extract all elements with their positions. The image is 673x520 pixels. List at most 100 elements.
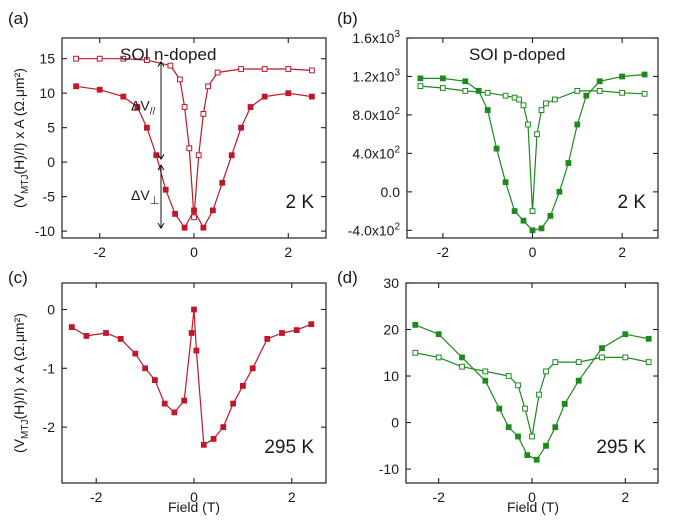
x-tick-label: -2 xyxy=(437,244,450,260)
data-point xyxy=(181,397,188,404)
data-point xyxy=(536,391,542,398)
y-axis-label: (VMTJ(H)/I) x A (Ω.μm²) xyxy=(11,68,31,208)
series-filled xyxy=(412,322,652,463)
data-point xyxy=(435,354,442,361)
data-point xyxy=(641,90,648,97)
data-point xyxy=(583,92,590,99)
panel-label: (b) xyxy=(337,9,358,28)
y-tick-label: 0 xyxy=(391,415,399,431)
delta-v-annotation: ΔV// ΔV⊥ xyxy=(131,60,165,230)
x-tick-label: 0 xyxy=(190,489,198,505)
data-point xyxy=(181,104,188,110)
data-point xyxy=(68,324,75,331)
data-point xyxy=(117,336,124,342)
data-point xyxy=(534,131,540,138)
x-axis-label: Field (T) xyxy=(507,499,559,515)
data-point xyxy=(279,330,285,336)
data-point xyxy=(412,349,419,356)
y-tick-label: -10 xyxy=(35,223,55,239)
data-point xyxy=(162,186,169,193)
x-tick-label: 2 xyxy=(621,489,629,505)
data-point xyxy=(200,224,207,231)
data-point xyxy=(538,107,545,113)
panel-label: (a) xyxy=(8,9,29,28)
data-point xyxy=(309,67,315,74)
x-tick-label: -2 xyxy=(93,244,106,260)
data-point xyxy=(505,373,512,379)
y-tick-label: 20 xyxy=(383,322,399,338)
delta-v-perp-label: ΔV⊥ xyxy=(131,187,159,207)
data-point xyxy=(191,207,197,214)
y-tick-label: 0.0 xyxy=(381,184,401,200)
data-point xyxy=(543,368,549,375)
data-point xyxy=(493,145,500,152)
x-tick-label: 0 xyxy=(529,244,537,260)
series-line xyxy=(71,308,312,446)
data-point xyxy=(440,85,446,91)
data-point xyxy=(459,363,465,370)
data-point xyxy=(220,424,227,431)
data-point xyxy=(195,152,202,159)
data-point xyxy=(96,55,103,62)
y-tick-label: 8.0x102 xyxy=(352,106,400,123)
data-point xyxy=(575,359,582,366)
data-point xyxy=(516,96,523,103)
data-point xyxy=(261,66,268,72)
data-point xyxy=(502,92,509,99)
data-point xyxy=(575,377,582,384)
data-point xyxy=(484,107,491,113)
data-point xyxy=(172,211,178,217)
data-point xyxy=(619,73,626,80)
temperature-label: 2 K xyxy=(285,192,314,213)
series-filled xyxy=(417,71,648,234)
data-point xyxy=(515,433,521,440)
data-point xyxy=(240,383,246,389)
series-line xyxy=(420,85,645,212)
data-point xyxy=(200,111,207,117)
data-point xyxy=(462,78,469,85)
data-point xyxy=(641,71,648,78)
data-point xyxy=(440,75,446,82)
data-point xyxy=(214,69,221,76)
data-point xyxy=(285,90,292,97)
data-point xyxy=(238,66,244,72)
y-tick-label: 1.2x103 xyxy=(352,67,400,84)
data-point xyxy=(596,78,603,85)
y-tick-label: 10 xyxy=(39,85,55,101)
data-point xyxy=(412,322,419,328)
data-point xyxy=(228,152,235,159)
data-point xyxy=(538,225,545,232)
data-point xyxy=(515,382,521,389)
series-line xyxy=(76,85,312,229)
data-point xyxy=(645,335,652,342)
arrow-head xyxy=(157,164,165,171)
data-point xyxy=(552,359,559,366)
data-point xyxy=(533,456,540,463)
data-point xyxy=(596,88,603,94)
data-point xyxy=(475,88,482,94)
chart-panel-2: (b) -2 0 2 -4.0x102 0.0 4.0x102 8.0x102 1.2x103 1… xyxy=(337,9,659,260)
data-point xyxy=(502,179,509,186)
series-line xyxy=(415,324,649,461)
series-line xyxy=(415,352,649,438)
data-point xyxy=(529,227,536,234)
chart-panel-3: (c) -2 0 2 -2 -1 0 295 K xyxy=(8,268,327,505)
data-point xyxy=(144,124,150,131)
data-point xyxy=(574,88,581,94)
data-point xyxy=(219,179,226,186)
data-point xyxy=(261,93,268,100)
data-point xyxy=(462,88,469,94)
data-point xyxy=(181,224,188,231)
data-point xyxy=(200,441,207,448)
data-point xyxy=(247,104,254,110)
data-point xyxy=(525,121,531,128)
panel-label: (c) xyxy=(8,268,28,287)
data-point xyxy=(144,57,150,64)
y-tick-label: -2 xyxy=(43,419,56,435)
arrow-head xyxy=(157,153,165,161)
data-point xyxy=(96,86,103,93)
data-point xyxy=(186,145,193,152)
data-point xyxy=(309,93,315,100)
data-point xyxy=(599,345,605,352)
data-point xyxy=(152,377,158,384)
